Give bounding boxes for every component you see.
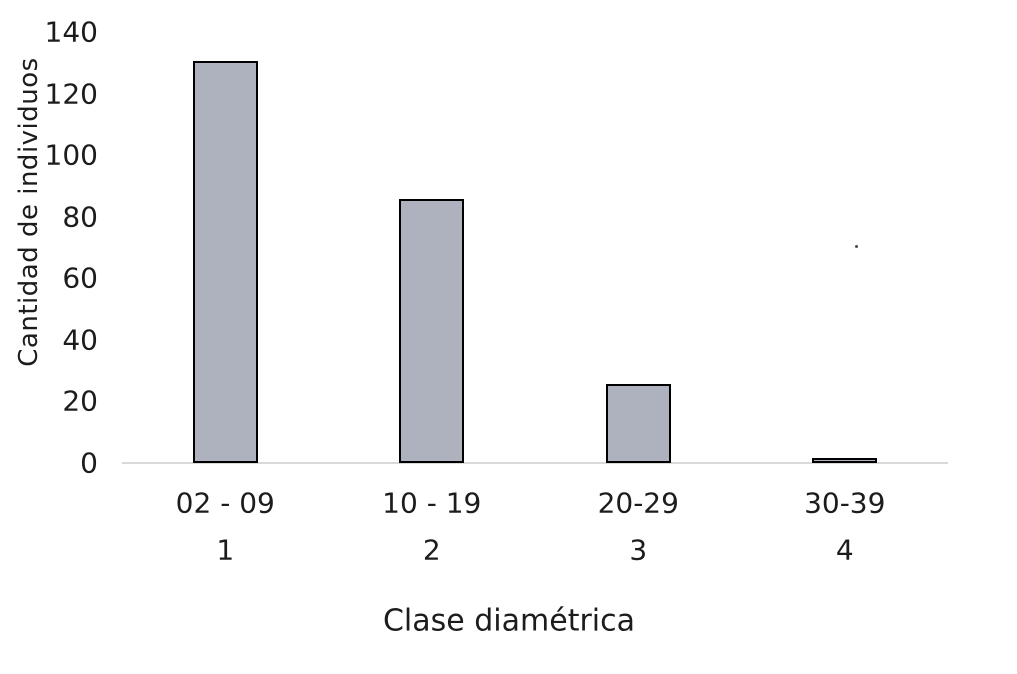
bar-02 - 09	[193, 61, 258, 463]
x-category-label: 20-29	[597, 486, 679, 520]
x-category-number: 4	[835, 533, 854, 567]
x-axis-line	[122, 462, 948, 464]
stray-dot-artifact	[855, 245, 858, 248]
y-tick-label: 60	[62, 261, 98, 295]
x-category-label: 30-39	[804, 486, 886, 520]
bar-10 - 19	[399, 199, 464, 463]
x-category-label: 10 - 19	[382, 486, 482, 520]
y-axis-title: Cantidad de individuos	[14, 57, 44, 367]
bar-20-29	[606, 384, 671, 463]
y-tick-label: 40	[62, 323, 98, 357]
x-category-number: 2	[422, 533, 441, 567]
x-axis-title: Clase diamétrica	[382, 603, 636, 639]
y-tick-label: 100	[44, 138, 98, 172]
x-category-number: 3	[629, 533, 648, 567]
y-tick-label: 20	[62, 384, 98, 418]
x-category-number: 1	[216, 533, 235, 567]
y-tick-label: 120	[44, 77, 98, 111]
x-category-label: 02 - 09	[175, 486, 275, 520]
y-tick-label: 80	[62, 200, 98, 234]
y-tick-label: 140	[44, 15, 98, 49]
bar-30-39	[812, 458, 877, 463]
y-tick-label: 0	[80, 446, 98, 480]
